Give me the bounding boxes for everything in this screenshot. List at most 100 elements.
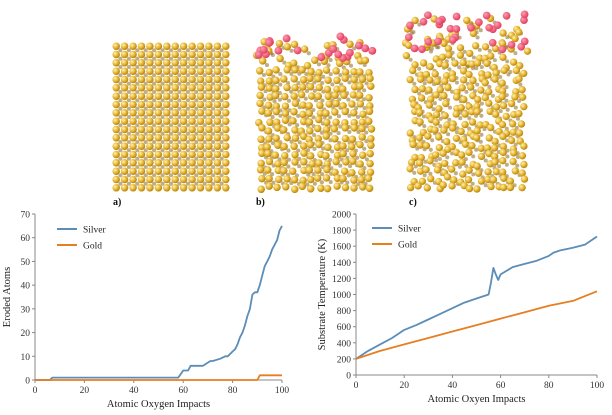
metal-atom xyxy=(425,86,433,94)
metal-atom-back xyxy=(135,114,140,120)
metal-atom-back xyxy=(352,46,357,51)
metal-atom-back xyxy=(211,123,216,128)
metal-atom xyxy=(154,59,163,67)
metal-atom xyxy=(322,151,330,160)
metal-atom-back xyxy=(479,113,484,118)
metal-atom xyxy=(411,85,419,94)
metal-atom xyxy=(163,42,171,50)
metal-atom xyxy=(154,109,163,117)
metal-atom-back xyxy=(135,156,140,161)
oxygen-atom xyxy=(254,50,263,59)
metal-atom xyxy=(406,76,414,84)
metal-atom xyxy=(435,133,443,141)
metal-atom xyxy=(258,107,266,115)
metal-atom-back xyxy=(422,124,427,129)
metal-atom-back xyxy=(168,48,174,53)
metal-atom xyxy=(458,158,466,166)
metal-atom xyxy=(154,100,163,109)
metal-atom xyxy=(188,134,196,142)
metal-atom xyxy=(306,127,314,135)
oxygen-atom xyxy=(488,38,497,47)
metal-atom xyxy=(341,183,350,192)
metal-atom xyxy=(179,42,188,50)
metal-atom-back xyxy=(328,180,333,185)
metal-atom-back xyxy=(487,48,492,53)
metal-atom xyxy=(290,107,298,116)
metal-atom xyxy=(406,183,415,192)
metal-atom xyxy=(435,105,443,113)
metal-atom xyxy=(450,176,458,184)
series-line-gold xyxy=(35,374,282,381)
y-tick-label: 0 xyxy=(346,372,351,382)
metal-atom xyxy=(515,129,524,137)
metal-atom xyxy=(431,70,439,78)
metal-atom xyxy=(477,144,485,152)
metal-atom xyxy=(422,70,431,79)
metal-atom-back xyxy=(211,56,216,61)
metal-atom xyxy=(272,134,280,142)
y-tick-label: 1800 xyxy=(332,227,351,237)
metal-atom xyxy=(196,92,205,100)
metal-atom xyxy=(520,175,529,183)
structure-panel-a: a) xyxy=(112,42,230,208)
metal-atom xyxy=(442,72,451,80)
metal-atom xyxy=(112,117,120,125)
metal-atom xyxy=(112,84,120,92)
metal-atom-back xyxy=(219,89,224,95)
metal-atom xyxy=(188,100,196,109)
metal-atom xyxy=(120,75,129,84)
metal-atom xyxy=(473,127,481,135)
metal-atom xyxy=(188,184,196,192)
metal-atom xyxy=(426,76,434,84)
metal-atom-back xyxy=(160,131,165,136)
metal-atom xyxy=(365,107,374,116)
metal-atom xyxy=(283,83,291,92)
metal-atom xyxy=(322,109,330,117)
metal-atom xyxy=(435,144,443,152)
metal-atom xyxy=(282,183,290,191)
metal-atom xyxy=(322,66,331,74)
metal-atom xyxy=(264,127,273,135)
metal-atom xyxy=(213,59,222,67)
metal-atom xyxy=(171,150,179,159)
metal-atom xyxy=(485,99,493,107)
metal-atom xyxy=(163,150,171,159)
oxygen-atom xyxy=(424,37,433,46)
metal-atom xyxy=(146,150,154,159)
metal-atom xyxy=(358,118,367,126)
metal-atom-back xyxy=(412,81,417,86)
metal-atom-back xyxy=(413,164,418,169)
metal-atom-back xyxy=(202,164,207,170)
metal-atom-back xyxy=(202,64,207,70)
metal-atom xyxy=(137,134,146,142)
metal-atom-back xyxy=(328,58,333,63)
metal-atom-back xyxy=(168,64,174,70)
metal-atom xyxy=(281,109,290,118)
oxygen-atom xyxy=(265,38,274,47)
metal-atom-back xyxy=(126,139,131,145)
metal-atom xyxy=(154,150,163,159)
metal-atom xyxy=(441,159,449,168)
metal-atom xyxy=(154,175,163,184)
oxygen-atom xyxy=(274,46,283,55)
metal-atom xyxy=(406,165,414,173)
metal-atom-back xyxy=(211,114,216,120)
metal-atom-back xyxy=(458,116,463,121)
metal-atom xyxy=(491,158,499,166)
metal-atom xyxy=(222,134,230,142)
metal-atom xyxy=(120,59,129,67)
metal-atom xyxy=(154,75,163,84)
metal-atom xyxy=(146,125,154,134)
metal-atom-back xyxy=(219,64,224,70)
metal-atom xyxy=(477,152,486,161)
metal-atom-back xyxy=(168,156,174,161)
metal-atom xyxy=(444,83,452,92)
y-tick-label: 30 xyxy=(21,305,31,315)
metal-atom xyxy=(137,50,146,59)
metal-atom xyxy=(316,109,325,117)
metal-atom-back xyxy=(348,63,354,68)
metal-atom xyxy=(314,75,322,83)
metal-atom xyxy=(154,134,163,142)
metal-atom-back xyxy=(498,74,503,80)
substrate-temperature-chart: 0 20 40 60 80 1000200400600800100012001400160… xyxy=(317,211,604,406)
